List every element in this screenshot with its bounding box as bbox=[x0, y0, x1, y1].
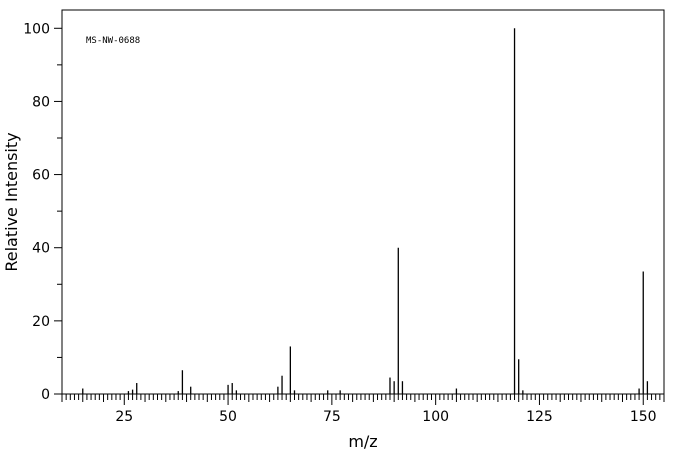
y-tick-label: 40 bbox=[32, 241, 50, 257]
x-tick-label: 25 bbox=[115, 409, 133, 425]
y-tick-label: 60 bbox=[32, 168, 50, 184]
x-axis-label: m/z bbox=[348, 432, 377, 451]
y-tick-label: 20 bbox=[32, 314, 50, 330]
x-tick-label: 100 bbox=[422, 409, 449, 425]
annotation-label: MS-NW-0688 bbox=[86, 36, 140, 46]
x-tick-label: 75 bbox=[323, 409, 341, 425]
x-tick-label: 50 bbox=[219, 409, 237, 425]
peak-bars bbox=[82, 28, 649, 394]
x-axis-ticks: 25 50 75 100 125 150 bbox=[61, 394, 665, 425]
y-axis-ticks: 0 20 40 60 80 100 bbox=[23, 21, 62, 403]
x-tick-label: 150 bbox=[630, 409, 657, 425]
x-tick-label: 125 bbox=[526, 409, 553, 425]
y-axis-label: Relative Intensity bbox=[2, 132, 21, 271]
plot-frame bbox=[61, 9, 665, 395]
y-tick-label: 80 bbox=[32, 94, 50, 110]
y-tick-label: 100 bbox=[23, 21, 50, 37]
y-tick-label: 0 bbox=[41, 387, 50, 403]
